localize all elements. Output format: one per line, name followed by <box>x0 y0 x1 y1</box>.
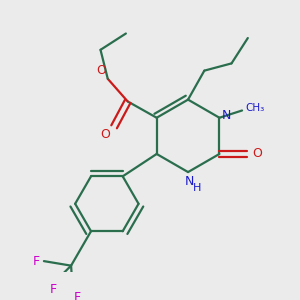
Text: N: N <box>222 110 231 122</box>
Text: O: O <box>97 64 106 77</box>
Text: F: F <box>50 283 56 296</box>
Text: F: F <box>74 291 81 300</box>
Text: F: F <box>33 255 40 268</box>
Text: N: N <box>185 175 194 188</box>
Text: O: O <box>253 148 262 160</box>
Text: O: O <box>100 128 110 140</box>
Text: CH₃: CH₃ <box>245 103 264 113</box>
Text: H: H <box>193 183 201 194</box>
